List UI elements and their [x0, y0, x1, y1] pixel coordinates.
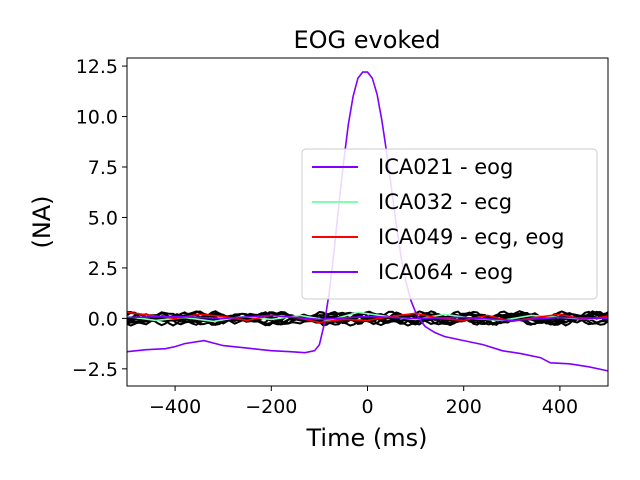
legend: ICA021 - eog ICA032 - ecg ICA049 - ecg, eo…: [301, 148, 598, 300]
y-tick-label: −2.5: [72, 359, 118, 381]
y-tick: 12.5: [76, 56, 127, 78]
y-axis: −2.5 0.0 2.5 5.0 7.5 10.0 12.5: [72, 56, 127, 381]
x-tick: −200: [245, 386, 297, 418]
y-tick: −2.5: [72, 359, 127, 381]
x-tick-label: 200: [446, 396, 482, 418]
y-tick: 2.5: [88, 258, 127, 280]
x-tick: 400: [542, 386, 578, 418]
y-tick: 5.0: [88, 207, 127, 229]
series-line-2: [127, 311, 608, 323]
x-tick: 200: [446, 386, 482, 418]
x-tick-label: −400: [149, 396, 201, 418]
y-tick-label: 10.0: [76, 107, 118, 129]
plot-area: [126, 57, 609, 387]
x-axis-label: Time (ms): [306, 424, 428, 452]
x-tick-label: 0: [361, 396, 373, 418]
x-tick-label: −200: [245, 396, 297, 418]
y-tick-label: 12.5: [76, 56, 118, 78]
series-line-1: [127, 71, 608, 372]
legend-entry: ICA064 - eog: [312, 260, 513, 284]
x-tick-label: 400: [542, 396, 578, 418]
legend-entry: ICA021 - eog: [312, 155, 513, 179]
y-tick-label: 5.0: [88, 207, 118, 229]
y-tick-label: 0.0: [88, 308, 118, 330]
legend-box: [301, 148, 598, 300]
y-axis-label: (NA): [28, 195, 56, 248]
legend-label: ICA064 - eog: [378, 260, 513, 284]
y-tick-label: 2.5: [88, 258, 118, 280]
legend-label: ICA032 - ecg: [378, 190, 512, 214]
x-axis: −400 −200 0 200 400: [149, 386, 578, 418]
series-line-4: [127, 314, 608, 322]
legend-label: ICA021 - eog: [378, 155, 513, 179]
legend-entry: ICA032 - ecg: [312, 190, 512, 214]
legend-entry: ICA049 - ecg, eog: [312, 225, 564, 249]
legend-label: ICA049 - ecg, eog: [378, 225, 564, 249]
y-tick-label: 7.5: [88, 157, 118, 179]
x-tick: −400: [149, 386, 201, 418]
y-tick: 0.0: [88, 308, 127, 330]
y-tick: 10.0: [76, 107, 127, 129]
x-tick: 0: [361, 386, 374, 418]
chart-title: EOG evoked: [294, 26, 441, 54]
y-tick: 7.5: [88, 157, 127, 179]
